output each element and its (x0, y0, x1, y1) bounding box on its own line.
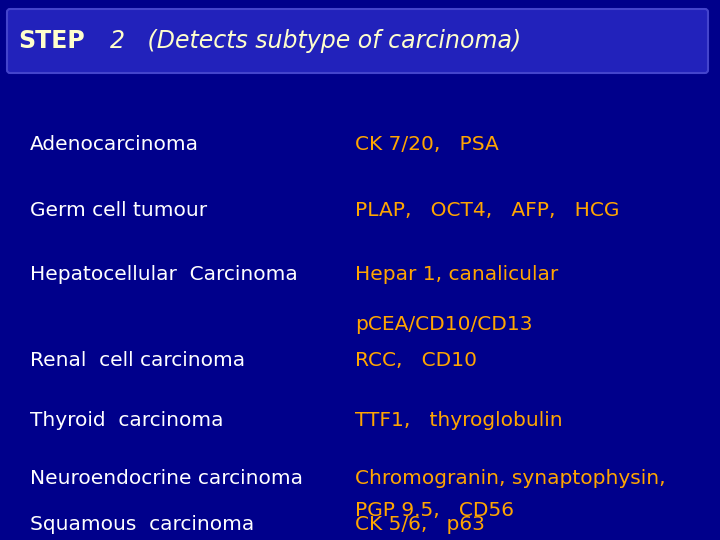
Text: Hepatocellular  Carcinoma: Hepatocellular Carcinoma (30, 266, 298, 285)
Text: PGP 9.5,   CD56: PGP 9.5, CD56 (355, 501, 514, 519)
Text: 2   (Detects subtype of carcinoma): 2 (Detects subtype of carcinoma) (110, 29, 521, 53)
Text: CK 5/6,   p63: CK 5/6, p63 (355, 516, 485, 535)
Text: Thyroid  carcinoma: Thyroid carcinoma (30, 410, 223, 429)
Text: STEP: STEP (18, 29, 85, 53)
Text: pCEA/CD10/CD13: pCEA/CD10/CD13 (355, 315, 533, 334)
Text: PLAP,   OCT4,   AFP,   HCG: PLAP, OCT4, AFP, HCG (355, 200, 619, 219)
Text: Renal  cell carcinoma: Renal cell carcinoma (30, 350, 245, 369)
Text: Chromogranin, synaptophysin,: Chromogranin, synaptophysin, (355, 469, 665, 488)
FancyBboxPatch shape (7, 9, 708, 73)
Text: RCC,   CD10: RCC, CD10 (355, 350, 477, 369)
Text: Germ cell tumour: Germ cell tumour (30, 200, 207, 219)
Text: Adenocarcinoma: Adenocarcinoma (30, 136, 199, 154)
Text: CK 7/20,   PSA: CK 7/20, PSA (355, 136, 499, 154)
Text: Neuroendocrine carcinoma: Neuroendocrine carcinoma (30, 469, 303, 488)
Text: Squamous  carcinoma: Squamous carcinoma (30, 516, 254, 535)
Text: TTF1,   thyroglobulin: TTF1, thyroglobulin (355, 410, 562, 429)
Text: Hepar 1, canalicular: Hepar 1, canalicular (355, 266, 558, 285)
